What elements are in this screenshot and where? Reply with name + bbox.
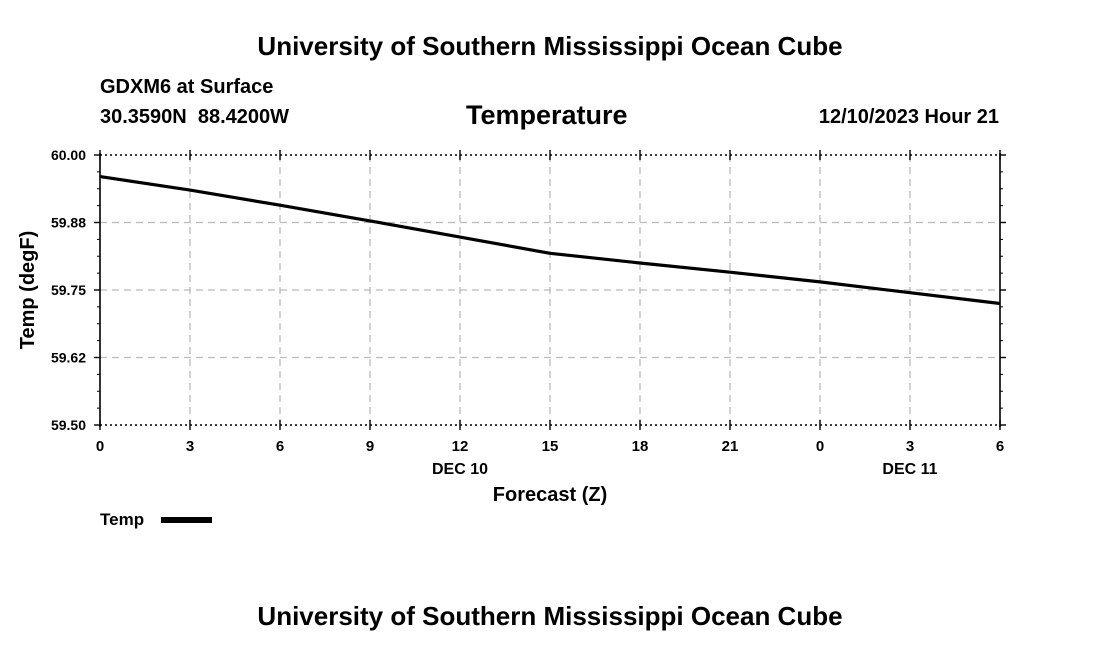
series-line-temp [99, 175, 1001, 306]
x-tick-label: 0 [816, 438, 824, 455]
x-date-label: DEC 11 [882, 461, 937, 478]
x-tick-label: 12 [452, 438, 469, 455]
x-tick-label: 21 [722, 438, 739, 455]
y-tick-label: 59.50 [51, 417, 86, 433]
page-footer-title: University of Southern Mississippi Ocean… [257, 601, 843, 631]
x-tick-label: 6 [276, 438, 284, 455]
x-tick-label: 3 [186, 438, 194, 455]
y-tick-label: 60.00 [51, 147, 86, 163]
x-date-label: DEC 10 [432, 461, 488, 478]
y-axis-title: Temp (degF) [17, 231, 39, 350]
x-axis-title: Forecast (Z) [493, 484, 607, 506]
x-tick-label: 3 [906, 438, 914, 455]
x-tick-label: 15 [542, 438, 559, 455]
page-header-title: University of Southern Mississippi Ocean… [257, 31, 843, 61]
x-tick-label: 6 [996, 438, 1004, 455]
y-tick-label: 59.75 [51, 282, 86, 298]
x-tick-label: 9 [366, 438, 374, 455]
station-label: GDXM6 at Surface [100, 76, 274, 98]
chart-title: Temperature [466, 100, 628, 130]
y-tick-label: 59.62 [51, 350, 86, 366]
x-tick-label: 18 [632, 438, 649, 455]
y-tick-label: 59.88 [51, 215, 86, 231]
legend-label-temp: Temp [100, 510, 144, 529]
x-tick-label: 0 [96, 438, 104, 455]
coordinates-label: 30.3590N 88.4200W [100, 106, 290, 128]
datetime-label: 12/10/2023 Hour 21 [818, 106, 999, 128]
